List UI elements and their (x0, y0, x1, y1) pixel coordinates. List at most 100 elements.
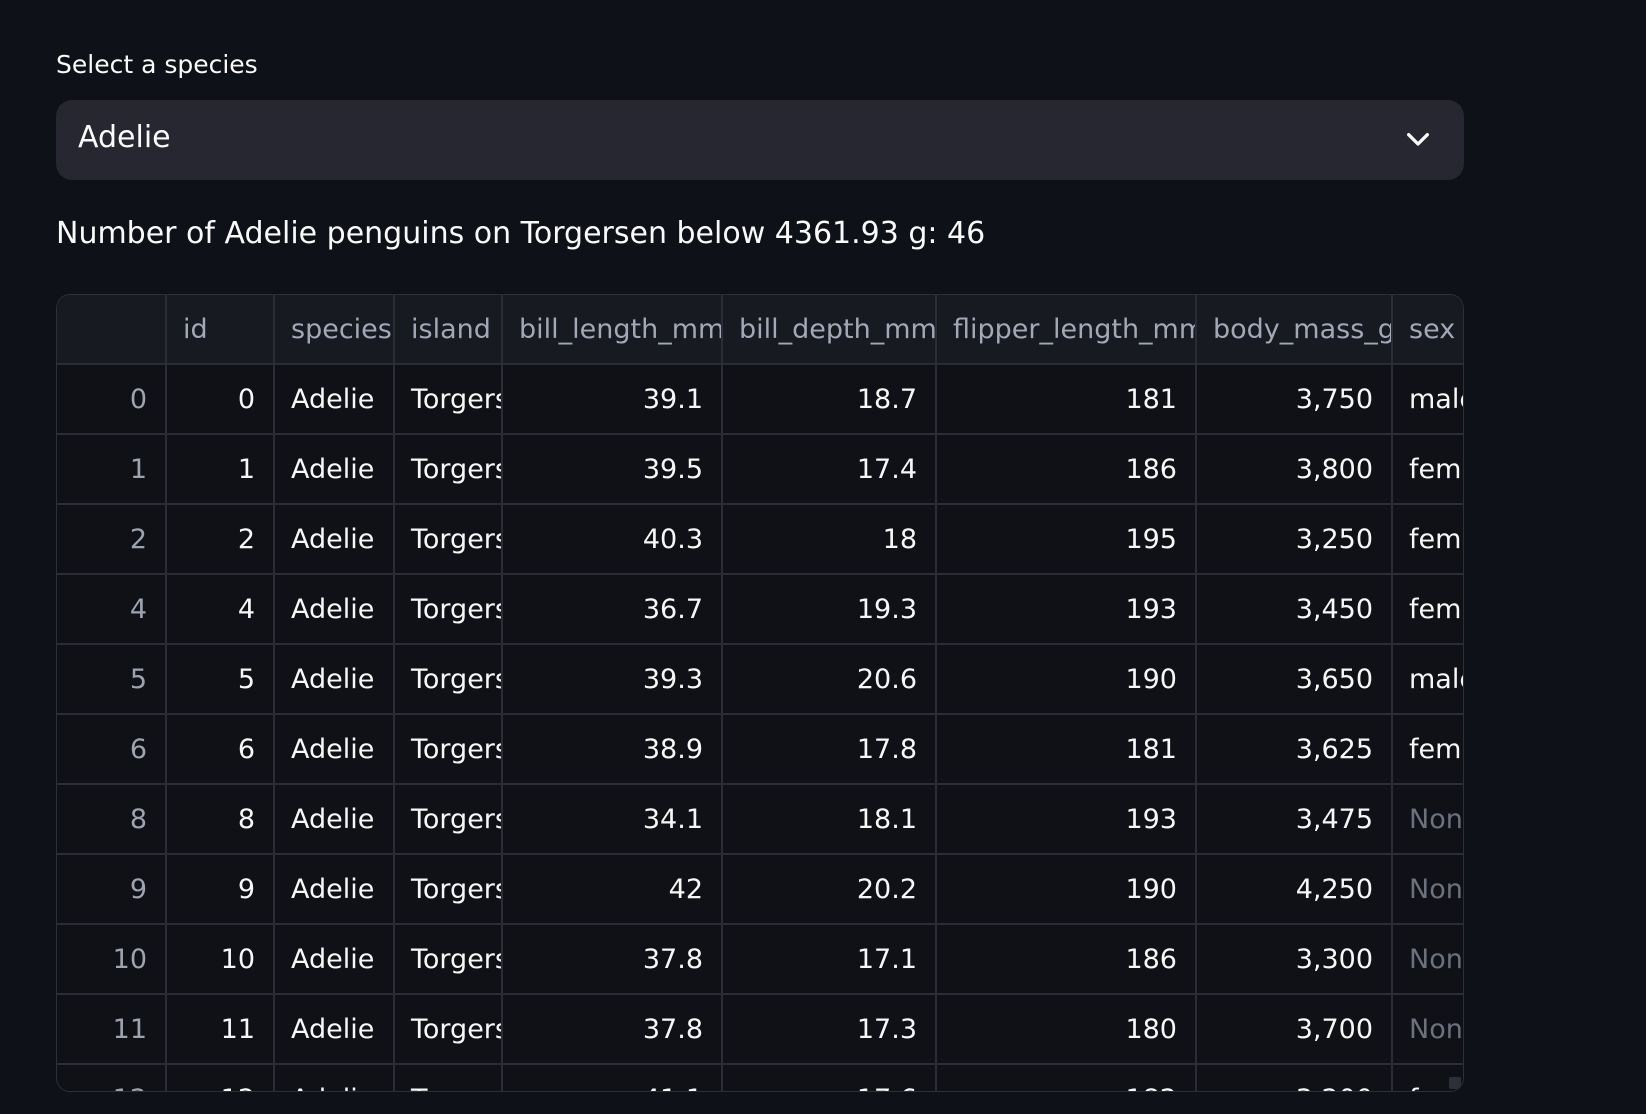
table-cell-bill-depth-mm[interactable]: 17.8 (723, 715, 937, 785)
table-cell-body-mass-g[interactable]: 4,250 (1197, 855, 1393, 925)
table-cell-sex[interactable]: male (1393, 365, 1463, 435)
table-cell-bill-depth-mm[interactable]: 17.3 (723, 995, 937, 1065)
row-index-cell[interactable]: 1 (57, 435, 167, 505)
row-index-cell[interactable]: 12 (57, 1065, 167, 1091)
table-cell-flipper-length-mm[interactable]: 181 (937, 365, 1197, 435)
table-cell-bill-length-mm[interactable]: 39.1 (503, 365, 723, 435)
column-header-id[interactable]: id (167, 295, 275, 365)
table-cell-id[interactable]: 9 (167, 855, 275, 925)
table-cell-bill-depth-mm[interactable]: 18.7 (723, 365, 937, 435)
table-cell-sex[interactable]: female (1393, 715, 1463, 785)
table-cell-sex[interactable]: male (1393, 645, 1463, 715)
table-cell-bill-depth-mm[interactable]: 20.2 (723, 855, 937, 925)
column-header-sex[interactable]: sex (1393, 295, 1463, 365)
table-cell-species[interactable]: Adelie (275, 925, 395, 995)
table-cell-species[interactable]: Adelie (275, 1065, 395, 1091)
table-cell-flipper-length-mm[interactable]: 190 (937, 855, 1197, 925)
table-cell-flipper-length-mm[interactable]: 193 (937, 575, 1197, 645)
table-cell-sex[interactable]: None (1393, 995, 1463, 1065)
column-header-island[interactable]: island (395, 295, 503, 365)
row-index-cell[interactable]: 4 (57, 575, 167, 645)
table-cell-body-mass-g[interactable]: 3,475 (1197, 785, 1393, 855)
table-cell-bill-length-mm[interactable]: 36.7 (503, 575, 723, 645)
table-cell-sex[interactable]: female (1393, 435, 1463, 505)
column-header-species[interactable]: species (275, 295, 395, 365)
table-cell-island[interactable]: Torgersen (395, 645, 503, 715)
table-cell-id[interactable]: 4 (167, 575, 275, 645)
table-cell-island[interactable]: Torgersen (395, 365, 503, 435)
table-cell-bill-length-mm[interactable]: 37.8 (503, 995, 723, 1065)
table-cell-id[interactable]: 6 (167, 715, 275, 785)
penguin-data-table[interactable]: id species island bill_length_mm bill_depth_… (56, 294, 1464, 1092)
table-cell-bill-length-mm[interactable]: 39.5 (503, 435, 723, 505)
table-cell-species[interactable]: Adelie (275, 785, 395, 855)
column-header-bill_length_mm[interactable]: bill_length_mm (503, 295, 723, 365)
species-select[interactable]: Adelie (56, 100, 1464, 180)
row-index-cell[interactable]: 0 (57, 365, 167, 435)
table-cell-flipper-length-mm[interactable]: 193 (937, 785, 1197, 855)
table-cell-species[interactable]: Adelie (275, 715, 395, 785)
table-cell-id[interactable]: 11 (167, 995, 275, 1065)
table-cell-id[interactable]: 10 (167, 925, 275, 995)
table-cell-body-mass-g[interactable]: 3,625 (1197, 715, 1393, 785)
table-cell-id[interactable]: 1 (167, 435, 275, 505)
scrollbar-corner[interactable] (1449, 1077, 1461, 1089)
table-cell-id[interactable]: 12 (167, 1065, 275, 1091)
column-header-flipper_length_mm[interactable]: flipper_length_mm (937, 295, 1197, 365)
table-cell-bill-length-mm[interactable]: 37.8 (503, 925, 723, 995)
table-cell-flipper-length-mm[interactable]: 190 (937, 645, 1197, 715)
table-cell-island[interactable]: Torgersen (395, 505, 503, 575)
table-cell-bill-length-mm[interactable]: 34.1 (503, 785, 723, 855)
table-cell-bill-depth-mm[interactable]: 17.1 (723, 925, 937, 995)
table-cell-bill-depth-mm[interactable]: 17.6 (723, 1065, 937, 1091)
table-cell-species[interactable]: Adelie (275, 365, 395, 435)
table-cell-bill-depth-mm[interactable]: 20.6 (723, 645, 937, 715)
table-cell-bill-length-mm[interactable]: 42 (503, 855, 723, 925)
table-cell-species[interactable]: Adelie (275, 505, 395, 575)
table-cell-id[interactable]: 5 (167, 645, 275, 715)
table-cell-flipper-length-mm[interactable]: 182 (937, 1065, 1197, 1091)
table-cell-bill-depth-mm[interactable]: 18 (723, 505, 937, 575)
table-cell-body-mass-g[interactable]: 3,650 (1197, 645, 1393, 715)
table-cell-bill-depth-mm[interactable]: 18.1 (723, 785, 937, 855)
table-cell-species[interactable]: Adelie (275, 435, 395, 505)
table-cell-sex[interactable]: None (1393, 785, 1463, 855)
data-grid[interactable]: id species island bill_length_mm bill_depth_… (57, 295, 1463, 1091)
table-cell-flipper-length-mm[interactable]: 180 (937, 995, 1197, 1065)
table-cell-body-mass-g[interactable]: 3,300 (1197, 925, 1393, 995)
table-cell-species[interactable]: Adelie (275, 995, 395, 1065)
table-cell-bill-length-mm[interactable]: 41.1 (503, 1065, 723, 1091)
table-cell-sex[interactable]: None (1393, 925, 1463, 995)
table-cell-sex[interactable]: female (1393, 505, 1463, 575)
table-cell-body-mass-g[interactable]: 3,700 (1197, 995, 1393, 1065)
table-cell-island[interactable]: Torgersen (395, 855, 503, 925)
table-cell-flipper-length-mm[interactable]: 195 (937, 505, 1197, 575)
table-cell-sex[interactable]: None (1393, 855, 1463, 925)
table-cell-bill-length-mm[interactable]: 38.9 (503, 715, 723, 785)
table-cell-id[interactable]: 2 (167, 505, 275, 575)
table-cell-island[interactable]: Torgersen (395, 715, 503, 785)
table-cell-island[interactable]: Torgersen (395, 1065, 503, 1091)
table-cell-species[interactable]: Adelie (275, 855, 395, 925)
column-header-index[interactable] (57, 295, 167, 365)
table-cell-flipper-length-mm[interactable]: 186 (937, 435, 1197, 505)
row-index-cell[interactable]: 10 (57, 925, 167, 995)
row-index-cell[interactable]: 11 (57, 995, 167, 1065)
table-cell-island[interactable]: Torgersen (395, 575, 503, 645)
row-index-cell[interactable]: 6 (57, 715, 167, 785)
table-cell-species[interactable]: Adelie (275, 645, 395, 715)
table-cell-island[interactable]: Torgersen (395, 435, 503, 505)
table-cell-id[interactable]: 0 (167, 365, 275, 435)
table-cell-body-mass-g[interactable]: 3,750 (1197, 365, 1393, 435)
table-cell-id[interactable]: 8 (167, 785, 275, 855)
table-cell-bill-depth-mm[interactable]: 19.3 (723, 575, 937, 645)
row-index-cell[interactable]: 5 (57, 645, 167, 715)
table-cell-body-mass-g[interactable]: 3,200 (1197, 1065, 1393, 1091)
column-header-bill_depth_mm[interactable]: bill_depth_mm (723, 295, 937, 365)
row-index-cell[interactable]: 8 (57, 785, 167, 855)
table-cell-body-mass-g[interactable]: 3,450 (1197, 575, 1393, 645)
table-cell-bill-length-mm[interactable]: 39.3 (503, 645, 723, 715)
row-index-cell[interactable]: 2 (57, 505, 167, 575)
table-cell-sex[interactable]: female (1393, 575, 1463, 645)
table-cell-bill-depth-mm[interactable]: 17.4 (723, 435, 937, 505)
